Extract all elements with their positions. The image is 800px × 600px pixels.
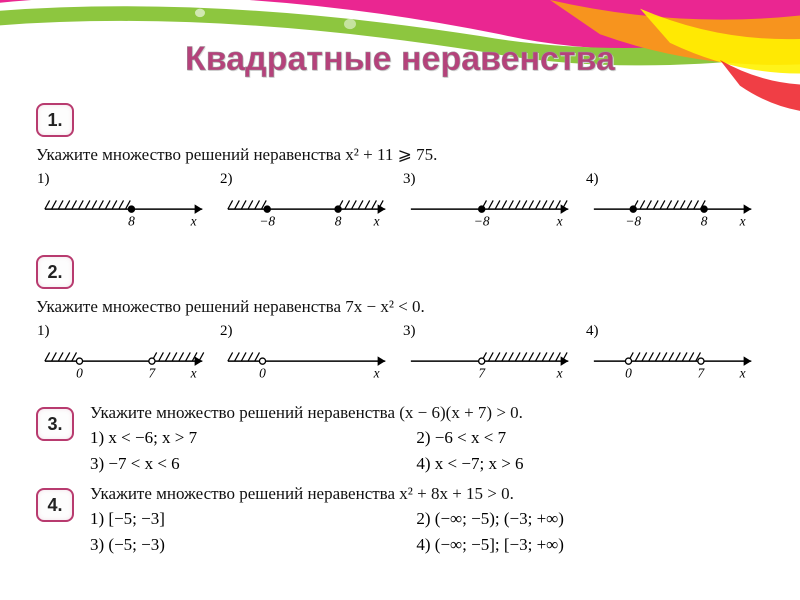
problem-prompt: Укажите множество решений неравенства (x… — [90, 403, 770, 423]
text-option: 4) x < −7; x > 6 — [416, 451, 742, 477]
text-option: 2) (−∞; −5); (−3; +∞) — [416, 506, 742, 532]
slide-title: Квадратные неравенства — [30, 40, 770, 79]
svg-text:−8: −8 — [259, 213, 275, 228]
svg-text:0: 0 — [625, 365, 632, 380]
svg-text:x: x — [556, 213, 563, 228]
numberline-option: 2) −8 8 x — [220, 171, 397, 241]
option-label: 3) — [403, 171, 580, 188]
svg-text:x: x — [373, 213, 380, 228]
svg-text:x: x — [190, 365, 197, 380]
problem-prompt: Укажите множество решений неравенства 7x… — [36, 297, 770, 317]
numberline-option: 1) 8 x — [37, 171, 214, 241]
option-label: 4) — [586, 171, 763, 188]
svg-text:8: 8 — [335, 213, 342, 228]
problem-number: 3. — [36, 407, 74, 441]
text-option: 3) (−5; −3) — [90, 532, 416, 558]
option-label: 2) — [220, 171, 397, 188]
numberline-option: 4) 0 7 x — [586, 323, 763, 393]
svg-text:−8: −8 — [625, 213, 641, 228]
numberline-option: 2) 0 x — [220, 323, 397, 393]
problem-number: 2. — [36, 255, 74, 289]
problem-number: 4. — [36, 488, 74, 522]
text-option: 1) [−5; −3] — [90, 506, 416, 532]
options-row: 1) 0 7 x 2) 0 x 3) 7 x 4) 0 7 x — [34, 323, 766, 393]
options-row: 1) 8 x 2) −8 8 x 3) −8 x 4) −8 8 x — [34, 171, 766, 241]
text-option: 2) −6 < x < 7 — [416, 425, 742, 451]
numberline-option: 1) 0 7 x — [37, 323, 214, 393]
svg-text:−8: −8 — [474, 213, 490, 228]
content-area: Квадратные неравенства 1. Укажите множест… — [0, 0, 800, 557]
svg-text:0: 0 — [259, 365, 266, 380]
svg-text:7: 7 — [698, 365, 706, 380]
svg-text:8: 8 — [701, 213, 708, 228]
option-label: 2) — [220, 323, 397, 340]
svg-text:x: x — [739, 365, 746, 380]
svg-text:x: x — [190, 213, 197, 228]
numberline-option: 3) 7 x — [403, 323, 580, 393]
option-label: 4) — [586, 323, 763, 340]
problem-prompt: Укажите множество решений неравенства x²… — [36, 145, 770, 165]
numberline-option: 3) −8 x — [403, 171, 580, 241]
svg-text:x: x — [373, 365, 380, 380]
option-label: 3) — [403, 323, 580, 340]
numberline-option: 4) −8 8 x — [586, 171, 763, 241]
svg-text:7: 7 — [478, 365, 486, 380]
option-label: 1) — [37, 171, 214, 188]
svg-text:0: 0 — [76, 365, 83, 380]
problem-number: 1. — [36, 103, 74, 137]
option-label: 1) — [37, 323, 214, 340]
text-option: 3) −7 < x < 6 — [90, 451, 416, 477]
svg-text:x: x — [739, 213, 746, 228]
text-option: 4) (−∞; −5]; [−3; +∞) — [416, 532, 742, 558]
problem-prompt: Укажите множество решений неравенства x²… — [90, 484, 770, 504]
svg-text:x: x — [556, 365, 563, 380]
text-option: 1) x < −6; x > 7 — [90, 425, 416, 451]
svg-text:8: 8 — [128, 213, 135, 228]
svg-text:7: 7 — [149, 365, 157, 380]
